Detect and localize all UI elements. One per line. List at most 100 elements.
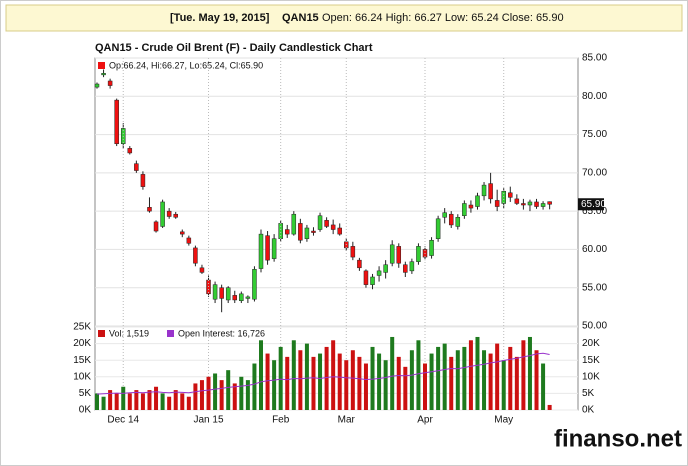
- candle-body: [311, 230, 316, 233]
- candle-body: [225, 287, 231, 301]
- candle-body: [376, 270, 382, 276]
- volume-bar: [455, 350, 460, 410]
- volume-bar: [101, 396, 106, 410]
- watermark: finanso.net: [554, 425, 682, 452]
- y-tick-label: 75.00: [582, 129, 607, 140]
- volume-bar: [527, 336, 532, 410]
- legend-label: Vol: 1,519: [109, 328, 149, 338]
- volume-bar: [488, 353, 493, 410]
- candle-body: [403, 264, 408, 273]
- y-tick-label: 10K: [582, 371, 600, 382]
- candle-body: [324, 220, 329, 227]
- candle-body: [278, 223, 283, 239]
- candle-body: [239, 293, 244, 301]
- volume-bar: [442, 343, 447, 410]
- volume-bar: [304, 343, 309, 410]
- candle-body: [232, 295, 238, 301]
- candle-body: [212, 284, 218, 300]
- candle-body: [173, 213, 178, 218]
- y-tick-label: 50.00: [582, 321, 607, 332]
- volume-bar: [468, 340, 473, 410]
- y-tick-label: 0K: [79, 405, 92, 416]
- y-tick-label: 20K: [582, 338, 600, 349]
- candle-body: [534, 201, 539, 207]
- candle-body: [481, 184, 487, 197]
- candle-body: [508, 192, 513, 198]
- volume-bar: [357, 356, 362, 410]
- candle-body: [494, 200, 500, 207]
- volume-bar: [154, 386, 159, 410]
- volume-bar: [259, 340, 263, 410]
- y-tick-label: 80.00: [582, 91, 607, 102]
- volume-bar: [180, 393, 185, 410]
- candle-body: [304, 227, 310, 239]
- candle-body: [284, 229, 290, 235]
- candle-body: [291, 213, 297, 235]
- y-tick-label: 70.00: [582, 167, 607, 178]
- volume-bar: [396, 356, 401, 410]
- volume-bar: [318, 353, 323, 410]
- candle-body: [501, 190, 506, 204]
- volume-bar: [423, 363, 427, 410]
- volume-bar: [390, 336, 395, 410]
- volume-bar: [409, 350, 414, 410]
- volume-bar: [278, 346, 283, 410]
- volume-bar: [350, 350, 355, 410]
- volume-bar: [298, 350, 303, 410]
- x-tick-label: May: [494, 415, 513, 426]
- volume-bar: [245, 380, 250, 410]
- volume-bar: [285, 356, 290, 410]
- candle-body: [350, 246, 356, 258]
- candle-body: [252, 269, 257, 300]
- volume-bar: [252, 363, 257, 410]
- candle-body: [180, 231, 185, 235]
- candle-body: [540, 203, 546, 207]
- candle-body: [127, 148, 133, 154]
- volume-bar: [272, 360, 277, 410]
- y-tick-label: 85.00: [582, 53, 607, 64]
- volume-bar: [383, 360, 388, 410]
- volume-bar: [449, 356, 454, 410]
- candle-body: [298, 223, 303, 241]
- x-tick-label: Jan 15: [194, 415, 224, 426]
- chart-title: QAN15 - Crude Oil Brent (F) - Daily Cand…: [95, 42, 373, 54]
- candle-body: [383, 264, 388, 273]
- legend-swatch: [167, 330, 174, 337]
- volume-bar: [436, 346, 441, 410]
- candle-body: [455, 217, 461, 227]
- candle-body: [488, 183, 493, 200]
- y-tick-label: 20K: [73, 338, 91, 349]
- candle-body: [448, 213, 454, 226]
- y-tick-label: 60.00: [582, 244, 607, 255]
- volume-bar: [403, 366, 408, 410]
- candle-body: [396, 246, 402, 264]
- volume-bar: [534, 350, 539, 410]
- candle-body: [475, 195, 480, 207]
- candle-body: [219, 287, 224, 299]
- last-price-tag: [578, 198, 604, 211]
- volume-bar: [541, 363, 546, 410]
- volume-bar: [429, 353, 434, 410]
- header-box: [5, 4, 683, 32]
- volume-bar: [331, 340, 336, 410]
- volume-bar: [121, 386, 126, 410]
- volume-bar: [239, 376, 244, 410]
- candle-body: [330, 224, 336, 230]
- candle-body: [199, 267, 205, 273]
- volume-bar: [521, 340, 526, 410]
- legend-swatch: [98, 330, 105, 337]
- x-tick-label: Dec 14: [107, 415, 139, 426]
- candle-body: [271, 238, 277, 259]
- volume-bar: [199, 380, 204, 410]
- legend-label: Open Interest: 16,726: [178, 328, 265, 338]
- volume-bar: [265, 353, 270, 410]
- candle-body: [245, 296, 251, 299]
- volume-bar: [114, 393, 119, 410]
- volume-bar: [377, 353, 382, 410]
- candle-body: [462, 203, 467, 216]
- volume-bar: [291, 340, 296, 410]
- volume-bar: [219, 380, 224, 410]
- candle-body: [389, 244, 395, 264]
- y-tick-label: 15K: [73, 355, 91, 366]
- candle-body: [258, 233, 264, 269]
